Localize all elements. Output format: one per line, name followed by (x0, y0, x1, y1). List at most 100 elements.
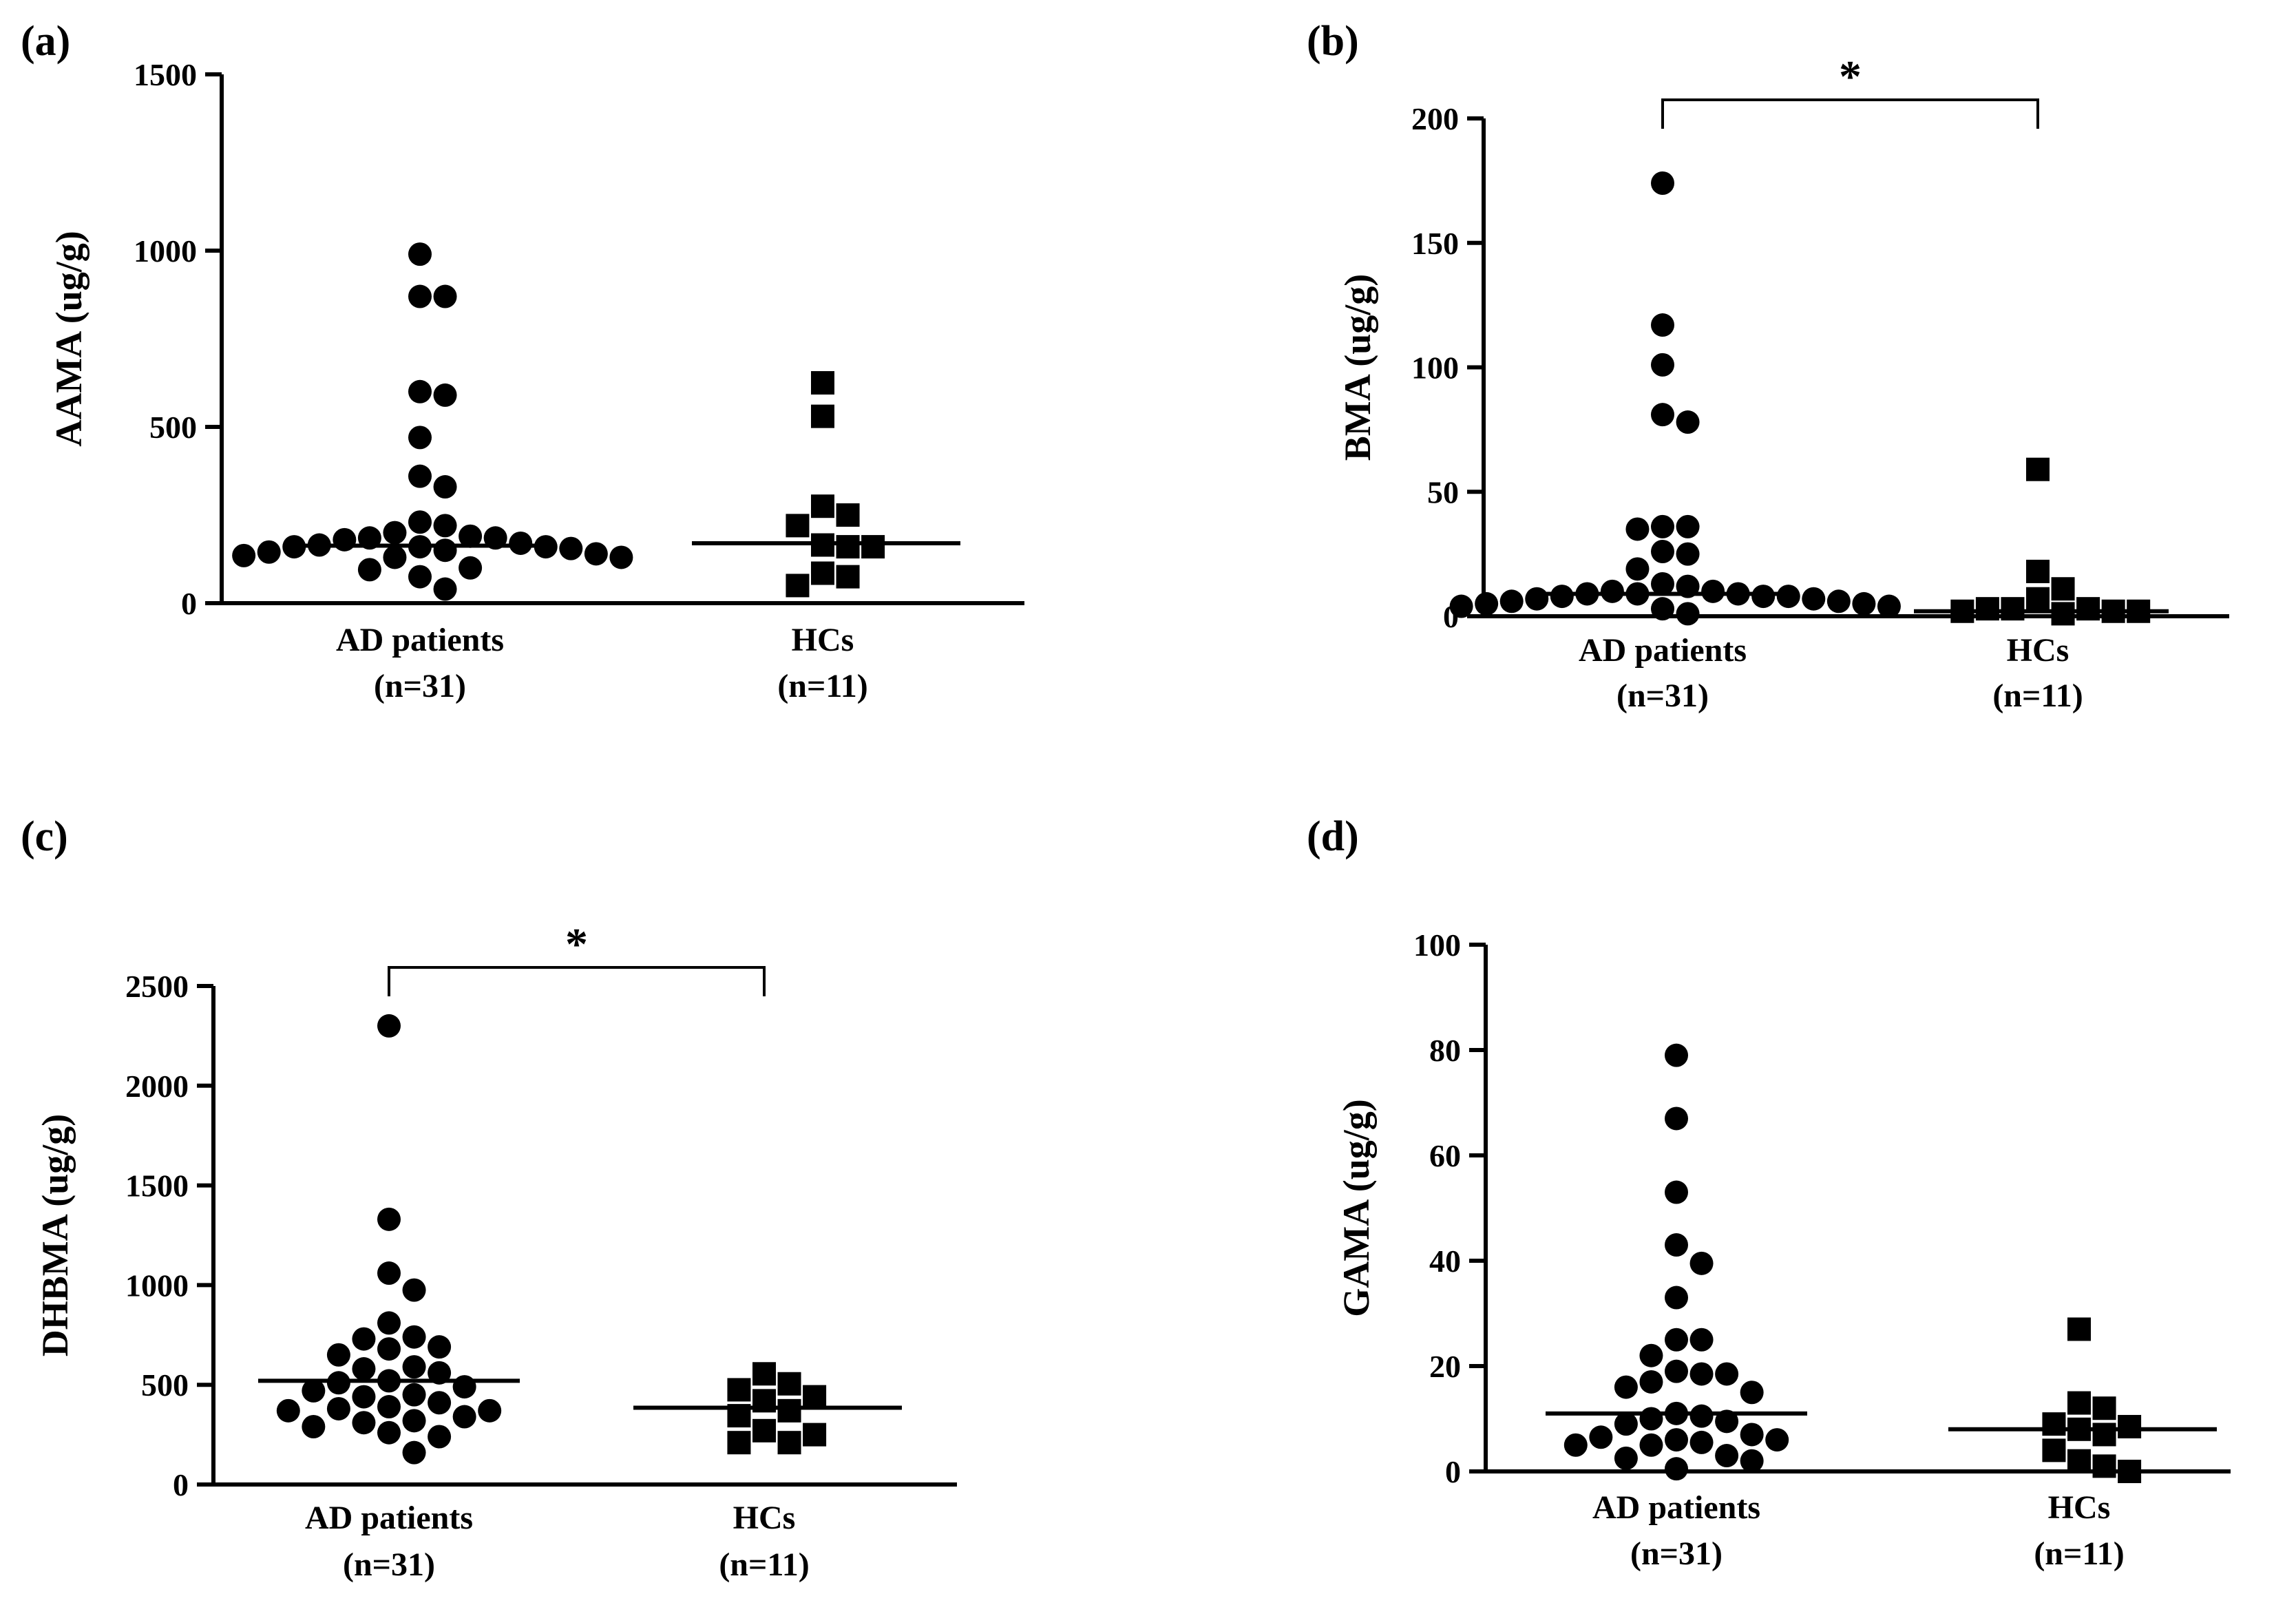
data-point-circle (1639, 1407, 1663, 1431)
y-tick-label: 1000 (134, 233, 197, 269)
data-point-circle (383, 521, 407, 545)
data-point-circle (1651, 572, 1674, 596)
data-point-square (2118, 1414, 2142, 1438)
data-point-square (2092, 1396, 2116, 1420)
y-tick-label: 0 (173, 1467, 189, 1502)
data-point-circle (1740, 1449, 1764, 1473)
data-point-circle (402, 1325, 426, 1349)
data-point-circle (433, 475, 457, 499)
data-point-circle (428, 1335, 452, 1359)
data-point-circle (1689, 1404, 1714, 1428)
data-point-circle (452, 1375, 476, 1399)
data-point-circle (1665, 1180, 1688, 1204)
data-point-circle (1852, 591, 1876, 616)
data-point-circle (1715, 1362, 1739, 1386)
data-point-square (752, 1362, 776, 1386)
data-point-circle (377, 1207, 401, 1231)
data-point-circle (1676, 514, 1700, 538)
data-point-square (2001, 597, 2025, 621)
data-point-circle (1499, 589, 1524, 613)
data-point-circle (1715, 1444, 1739, 1468)
data-point-circle (257, 540, 281, 564)
data-point-circle (1701, 579, 1725, 603)
data-point-circle (402, 1383, 426, 1407)
data-point-circle (1639, 1370, 1663, 1394)
data-point-circle (559, 536, 583, 560)
y-tick-label: 80 (1429, 1033, 1461, 1068)
data-point-square (803, 1423, 827, 1447)
data-point-circle (1776, 585, 1800, 609)
y-axis-title: GAMA (ug/g) (1336, 1099, 1377, 1317)
data-point-circle (357, 558, 381, 582)
data-point-circle (1651, 171, 1674, 195)
y-tick-label: 500 (141, 1367, 189, 1403)
data-point-square (836, 503, 860, 527)
data-point-circle (1600, 579, 1624, 603)
data-point-circle (609, 545, 633, 569)
data-point-circle (1651, 514, 1674, 538)
data-point-square (2042, 1438, 2066, 1462)
data-point-circle (326, 1396, 350, 1420)
y-tick-label: 50 (1427, 474, 1459, 510)
x-category-n-label: (n=11) (2034, 1535, 2124, 1572)
data-point-circle (408, 379, 432, 403)
data-point-circle (509, 531, 533, 555)
data-point-circle (452, 1405, 476, 1429)
data-point-circle (1689, 1251, 1714, 1275)
data-point-circle (352, 1357, 376, 1381)
data-point-square (786, 514, 810, 538)
data-point-circle (1614, 1375, 1638, 1399)
data-point-circle (459, 556, 483, 580)
data-point-square (777, 1398, 801, 1423)
x-category-label: HCs (733, 1500, 796, 1536)
y-tick-label: 1500 (125, 1168, 189, 1204)
y-axis-title: AAMA (ug/g) (48, 231, 89, 446)
x-category-label: AD patients (1579, 632, 1747, 669)
data-point-circle (1802, 587, 1826, 611)
data-point-square (861, 535, 885, 559)
y-tick-label: 40 (1429, 1244, 1461, 1279)
data-point-circle (1665, 1286, 1688, 1310)
data-point-square (752, 1418, 776, 1443)
data-point-circle (584, 542, 608, 566)
data-point-circle (1740, 1381, 1764, 1405)
x-category-n-label: (n=11) (777, 668, 867, 704)
data-point-circle (408, 464, 432, 488)
data-point-square (2051, 602, 2075, 626)
x-category-label: AD patients (336, 622, 504, 658)
data-point-square (2076, 597, 2100, 621)
data-point-circle (1676, 410, 1700, 434)
data-point-square (2026, 587, 2050, 611)
data-point-circle (276, 1398, 300, 1423)
data-point-circle (408, 242, 432, 266)
data-point-square (836, 565, 860, 589)
data-point-circle (1665, 1043, 1688, 1067)
data-point-circle (478, 1398, 502, 1423)
y-tick-label: 0 (1445, 1454, 1461, 1489)
data-point-circle (333, 527, 357, 552)
y-tick-label: 20 (1429, 1349, 1461, 1384)
data-point-circle (352, 1385, 376, 1409)
x-category-n-label: (n=11) (1992, 678, 2083, 714)
data-point-circle (1689, 1328, 1714, 1352)
panel-label: (a) (21, 18, 70, 65)
data-point-circle (1639, 1433, 1663, 1457)
panel-label: (c) (21, 813, 68, 860)
significance-bracket (1661, 98, 2039, 129)
data-point-square (2092, 1423, 2116, 1447)
x-category-n-label: (n=11) (719, 1546, 809, 1583)
data-point-circle (1765, 1428, 1789, 1452)
panel-d: (d) 0 20 40 60 80 100 GAMA (ug/g) AD patients (n=… (1307, 813, 2231, 1572)
data-point-circle (326, 1343, 350, 1367)
data-point-circle (459, 524, 483, 548)
data-point-circle (402, 1355, 426, 1379)
data-point-square (786, 574, 810, 598)
data-point-circle (377, 1014, 401, 1038)
data-point-circle (1651, 597, 1674, 621)
y-tick-label: 60 (1429, 1138, 1461, 1173)
data-point-circle (1651, 313, 1674, 337)
x-category-label: HCs (792, 622, 854, 658)
data-point-circle (1740, 1423, 1764, 1447)
data-point-square (2092, 1454, 2116, 1478)
